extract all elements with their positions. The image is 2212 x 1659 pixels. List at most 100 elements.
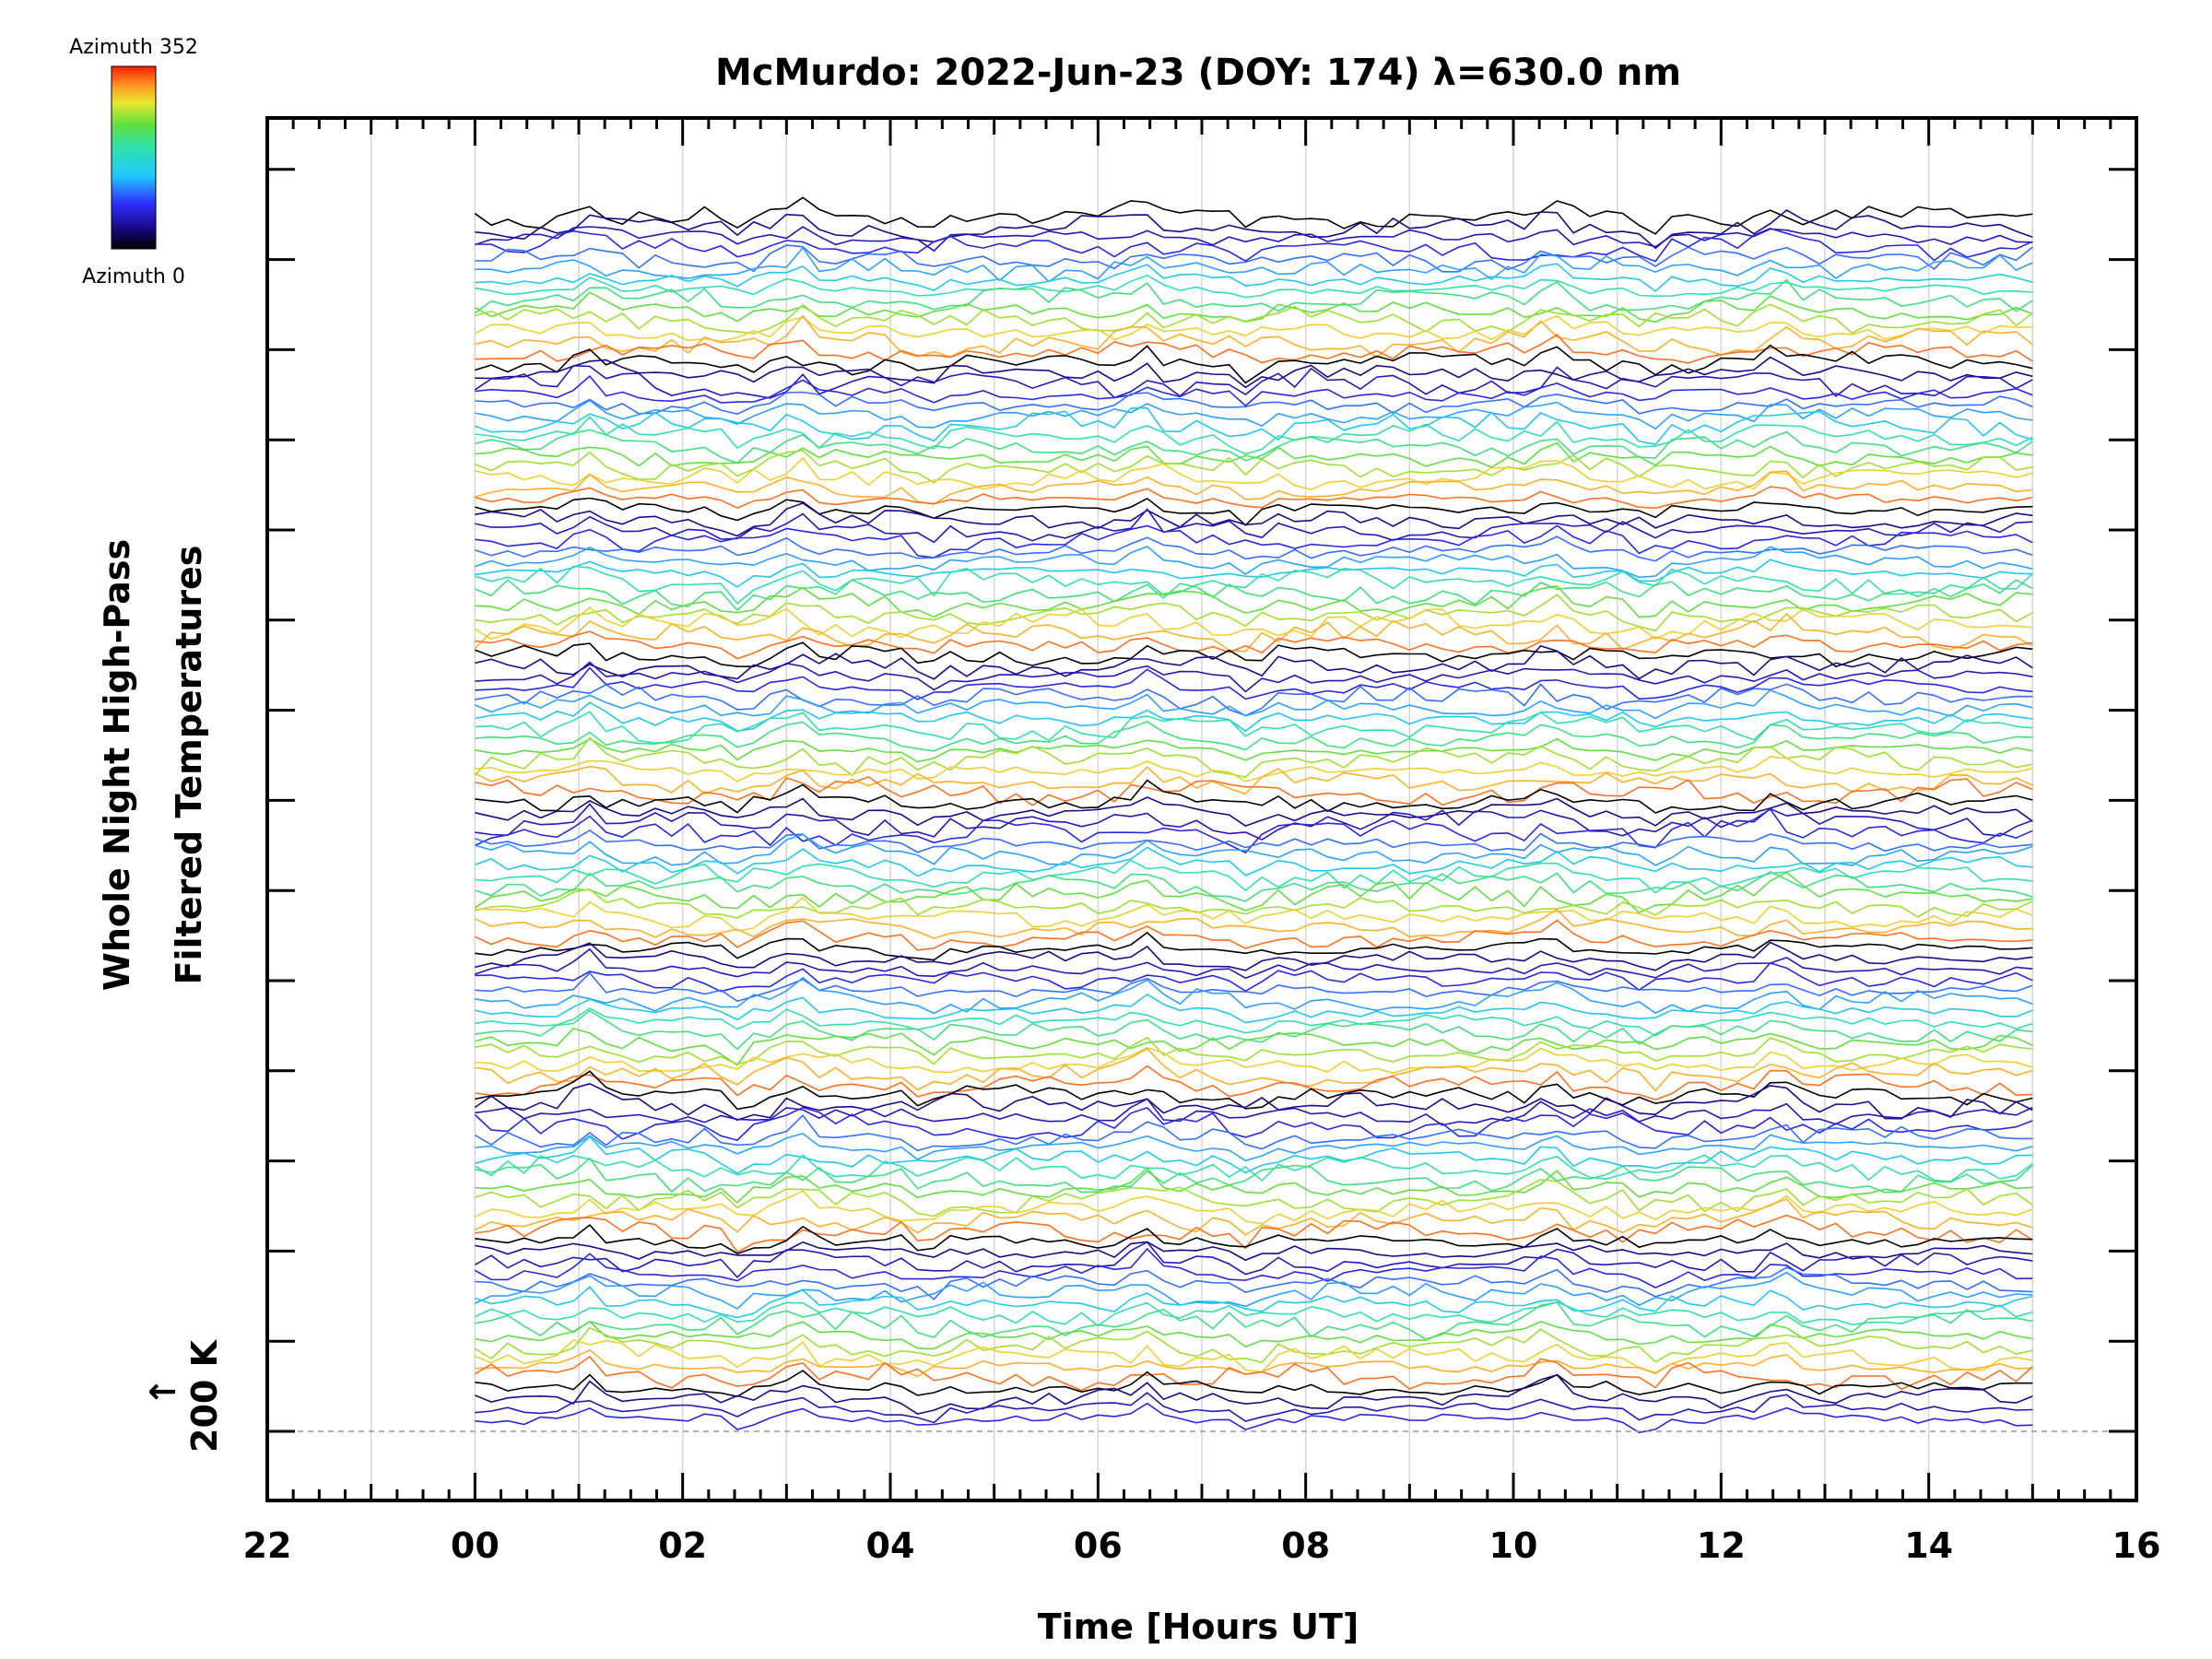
series-line [475,1286,2033,1319]
series-line [475,976,2033,1015]
x-tick-label: 16 [2112,1525,2161,1566]
series-line [475,829,2033,853]
series-line [475,450,2033,484]
reference-scale: ↑ 200 K [143,1338,225,1453]
x-tick-label: 12 [1697,1525,1746,1566]
vertical-gridlines [370,118,2034,1500]
series-line [475,1070,2033,1111]
y-axis-label-line2: Filtered Temperatures [169,546,209,985]
series-line [475,683,2033,717]
colorbar-bottom-label: Azimuth 0 [82,265,185,288]
series-line [475,1214,2033,1253]
series-line [475,644,2033,680]
series-line [475,661,2033,693]
series-line [475,888,2033,919]
colorbar [111,65,157,250]
x-tick-label: 22 [243,1525,292,1566]
series-line [474,919,2033,951]
series-line [475,1266,2033,1300]
series-line [475,486,2033,510]
series-line [475,859,2033,894]
series-line [475,545,2033,579]
series-line [475,1065,2033,1100]
series-line [474,364,2033,399]
series-line [474,1326,2033,1364]
x-tick-label: 08 [1281,1525,1330,1566]
series-line [475,535,2033,562]
series-line [475,502,2033,537]
series-line [475,263,2033,292]
series-line [475,1133,2033,1162]
series-line [475,391,2033,416]
series-line [475,701,2033,733]
series-line [474,871,2033,914]
series-line [475,1046,2033,1075]
reference-arrow: ↑ [143,1377,183,1406]
series-line [475,497,2033,526]
series-line [475,721,2033,752]
x-tick-label: 04 [866,1525,915,1566]
series-line [475,870,2033,902]
series-line [474,1113,2033,1152]
series-line [475,470,2033,505]
series-line [475,947,2033,980]
series-line [475,246,2033,283]
series-line [475,228,2033,263]
series-line [475,406,2033,446]
series-line [475,756,2033,782]
series-line [475,209,2033,250]
series-line [474,1241,2033,1279]
series-line [475,1179,2033,1218]
series-line [475,344,2033,384]
x-axis-label: Time [Hours UT] [1038,1606,1359,1647]
series-line [474,688,2033,720]
series-line [475,833,2033,866]
series-line [474,1355,2033,1392]
series-line [474,1106,2033,1141]
series-line [475,594,2033,632]
series-line [475,641,2033,668]
series-line [475,274,2033,299]
series-line [474,1271,2033,1310]
series-line [475,524,2033,559]
series-line [475,971,2033,1003]
x-tick-label: 14 [1904,1525,1953,1566]
series-line [474,291,2033,324]
series-line [475,711,2033,744]
series-line [475,416,2033,455]
series-line [474,908,2033,939]
series-line [475,931,2033,961]
series-line [475,456,2033,491]
series-line [475,1373,2033,1415]
series-line [475,994,2033,1024]
series-line [475,1036,2033,1065]
x-tick-label: 00 [451,1525,500,1566]
series-line [475,579,2033,612]
series-line [475,1135,2033,1175]
series-line [474,278,2033,314]
x-tick-labels: 22 00 02 04 06 08 10 12 14 16 [243,1525,2161,1566]
series-line [475,374,2033,407]
colorbar-legend: Azimuth 352 Azimuth 0 [69,36,198,288]
series-line [475,666,2033,700]
series-line [475,630,2033,660]
series-line [475,803,2033,841]
series-line [475,356,2033,389]
series-line [475,961,2033,993]
series-line [474,1300,2033,1327]
reference-label: 200 K [184,1338,225,1453]
series-line [475,796,2033,827]
series-line [474,606,2033,641]
y-axis-label-line1: Whole Night High-Pass [97,539,137,991]
series-line [475,314,2033,359]
series-line [475,244,2033,273]
series-line [475,1098,2033,1126]
series-line [475,441,2033,468]
series-line [474,314,2033,343]
series-line [475,1007,2033,1037]
series-line [474,807,2033,854]
series-line [475,897,2033,933]
series-line [475,399,2033,430]
series-line [474,196,2033,235]
